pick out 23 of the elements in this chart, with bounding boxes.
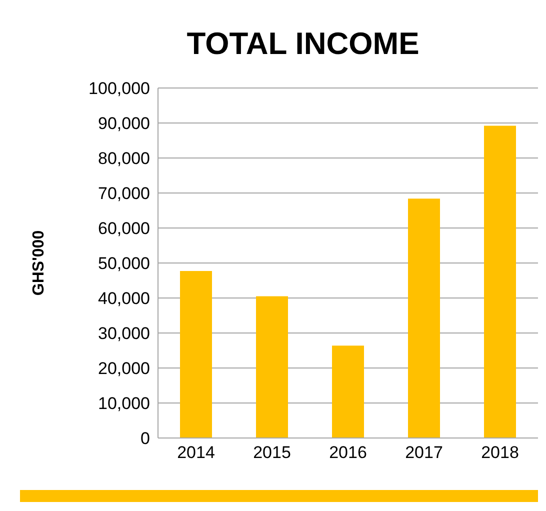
y-tick-label: 50,000 [98,254,150,274]
bar [332,346,364,438]
y-axis-title: GHS'000 [30,230,48,296]
y-tick-label: 30,000 [98,324,150,344]
x-tick-label: 2016 [329,443,367,462]
y-tick-label: 0 [140,429,150,448]
bar [484,126,516,438]
y-tick-label: 60,000 [98,219,150,238]
x-tick-label: 2015 [253,443,291,462]
y-tick-label: 100,000 [88,79,150,98]
y-tick-label: 10,000 [98,394,150,414]
x-tick-label: 2017 [405,443,443,462]
y-tick-label: 70,000 [98,184,150,204]
y-tick-label: 80,000 [98,149,150,168]
bar [256,296,288,438]
bar [408,198,440,438]
y-tick-label: 40,000 [98,289,150,308]
chart-title: TOTAL INCOME [186,25,420,63]
y-tick-label: 90,000 [98,114,150,134]
x-tick-label: 2014 [177,443,215,462]
bar [180,271,212,438]
x-tick-label: 2018 [481,443,519,462]
y-tick-label: 20,000 [98,359,150,378]
